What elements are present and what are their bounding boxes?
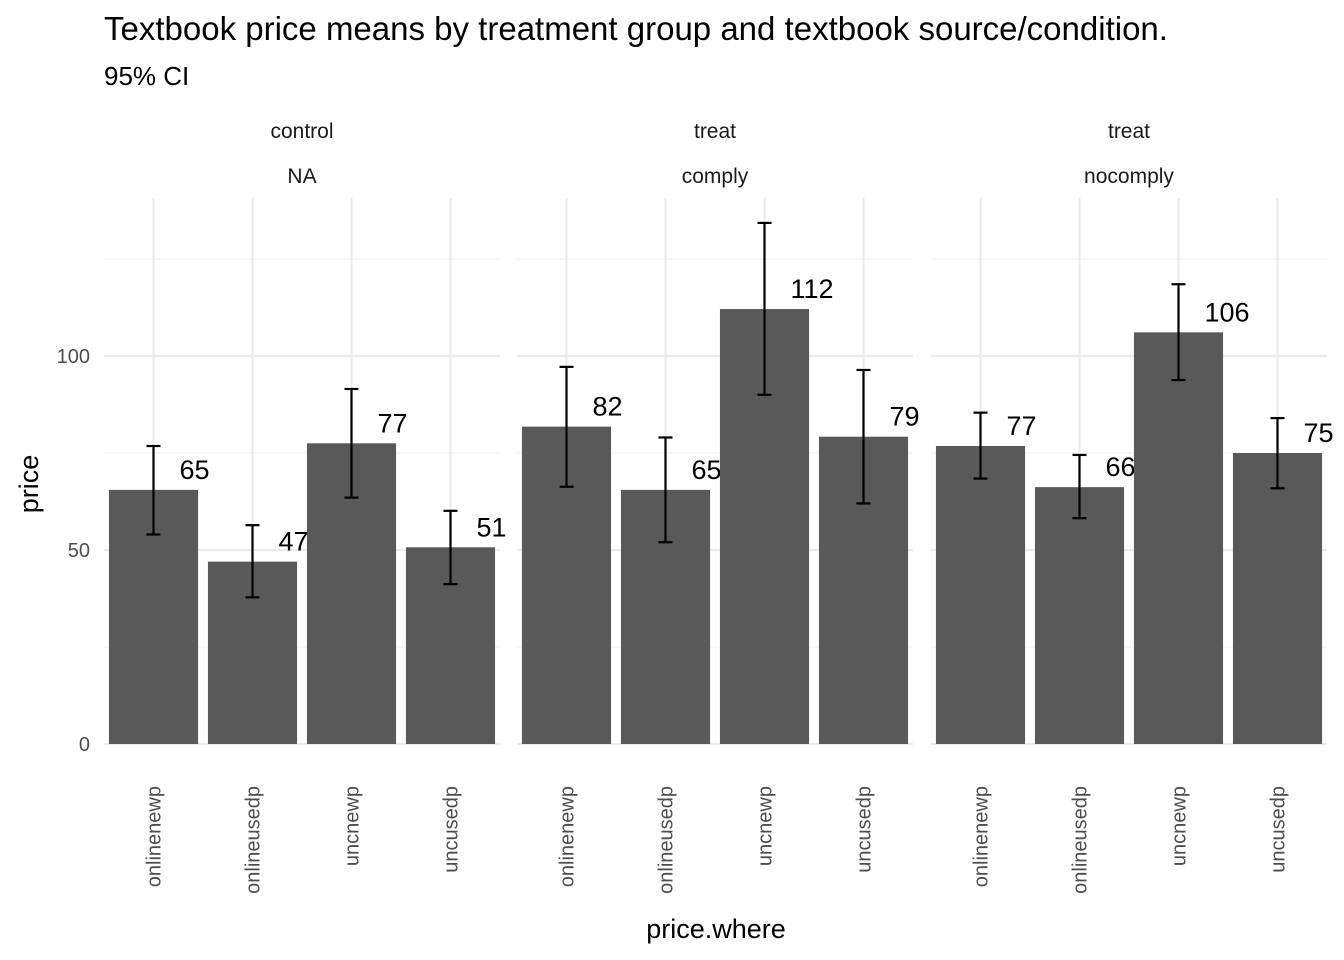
x-tick-label: uncnewp: [755, 786, 777, 866]
x-tick-label: onlinenewp: [557, 786, 579, 887]
y-tick-label: 50: [68, 540, 90, 562]
x-tick-label: uncusedp: [854, 786, 876, 873]
bar: [1133, 332, 1224, 744]
x-tick-label: uncusedp: [1268, 786, 1290, 873]
x-tick-label: uncnewp: [1169, 786, 1191, 866]
data-label: 106: [1205, 297, 1250, 327]
facet-panel: control NA 65 onlinenewp 47 onlineusedp 77 uncn…: [104, 120, 507, 894]
data-label: 77: [1007, 411, 1037, 441]
data-label: 65: [180, 455, 210, 485]
data-label: 79: [890, 402, 920, 432]
bar: [1034, 487, 1125, 744]
facet-panel: treat comply 82 onlinenewp 65 onlineusedp 112 u…: [517, 120, 920, 894]
data-label: 66: [1106, 452, 1136, 482]
data-label: 51: [477, 512, 507, 542]
facet-strip-bottom: comply: [682, 165, 749, 188]
facet-strip-bottom: nocomply: [1084, 165, 1174, 188]
x-tick-label: onlinenewp: [971, 786, 993, 887]
x-tick-label: uncusedp: [441, 786, 463, 873]
bar: [935, 446, 1026, 744]
facet-panel: treat nocomply 77 onlinenewp 66 onlineusedp 10…: [931, 120, 1334, 894]
x-tick-label: onlineusedp: [1070, 786, 1092, 894]
y-tick-label: 100: [57, 346, 90, 368]
x-tick-label: onlineusedp: [656, 786, 678, 894]
data-label: 75: [1304, 418, 1334, 448]
data-label: 112: [791, 274, 834, 304]
y-axis-ticks: 0 50 100: [57, 346, 90, 756]
x-tick-label: onlineusedp: [243, 786, 265, 894]
facet-strip-bottom: NA: [287, 165, 316, 188]
facet-strip-top: treat: [1108, 120, 1150, 143]
facet-strip-top: control: [270, 120, 333, 143]
bar: [1232, 453, 1323, 744]
data-label: 82: [593, 392, 623, 422]
data-label: 47: [279, 527, 309, 557]
y-axis-title: price: [14, 455, 44, 514]
x-axis-title: price.where: [646, 914, 786, 944]
chart-subtitle: 95% CI: [104, 61, 189, 91]
facet-panels: control NA 65 onlinenewp 47 onlineusedp 77 uncn…: [104, 120, 1334, 894]
x-tick-label: onlinenewp: [144, 786, 166, 887]
data-label: 77: [378, 408, 408, 438]
chart-title: Textbook price means by treatment group …: [104, 10, 1168, 47]
x-tick-label: uncnewp: [342, 786, 364, 866]
data-label: 65: [692, 455, 722, 485]
facet-strip-top: treat: [694, 120, 736, 143]
y-tick-label: 0: [79, 734, 90, 756]
